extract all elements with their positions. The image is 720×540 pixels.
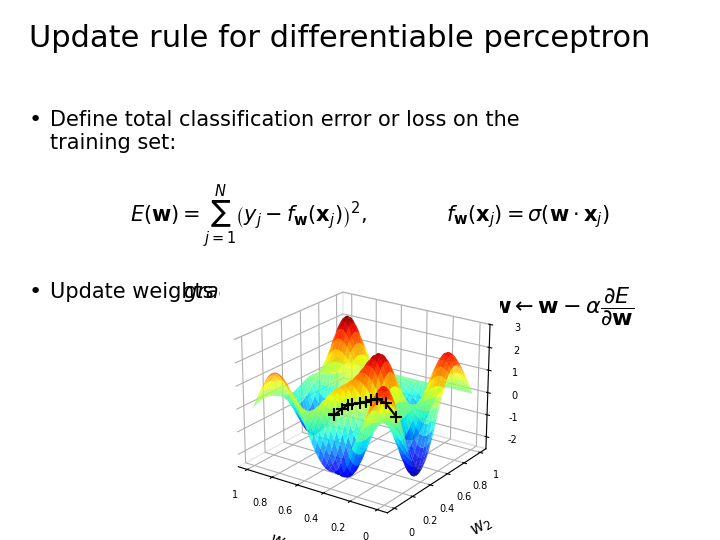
Text: gradient descent: gradient descent: [184, 282, 361, 302]
Text: $\mathbf{w} \leftarrow \mathbf{w} - \alpha \dfrac{\partial E}{\partial \mathbf{w: $\mathbf{w} \leftarrow \mathbf{w} - \alp…: [490, 285, 634, 328]
Text: $E(\mathbf{w}) = \sum_{j=1}^{N}\left(y_j - f_\mathbf{w}(\mathbf{x}_j)\right)^2,$: $E(\mathbf{w}) = \sum_{j=1}^{N}\left(y_j…: [130, 184, 367, 250]
Text: Define total classification error or loss on the
training set:: Define total classification error or los…: [50, 110, 520, 153]
Text: $f_\mathbf{w}(\mathbf{x}_j) = \sigma(\mathbf{w} \cdot \mathbf{x}_j)$: $f_\mathbf{w}(\mathbf{x}_j) = \sigma(\ma…: [446, 204, 611, 230]
Text: Update weights by: Update weights by: [50, 282, 253, 302]
Text: :: :: [302, 282, 310, 302]
Text: •: •: [29, 282, 42, 302]
Text: Update rule for differentiable perceptron: Update rule for differentiable perceptro…: [29, 24, 650, 53]
X-axis label: $w_1$: $w_1$: [266, 531, 293, 540]
Y-axis label: $w_2$: $w_2$: [467, 513, 495, 540]
Text: •: •: [29, 110, 42, 130]
